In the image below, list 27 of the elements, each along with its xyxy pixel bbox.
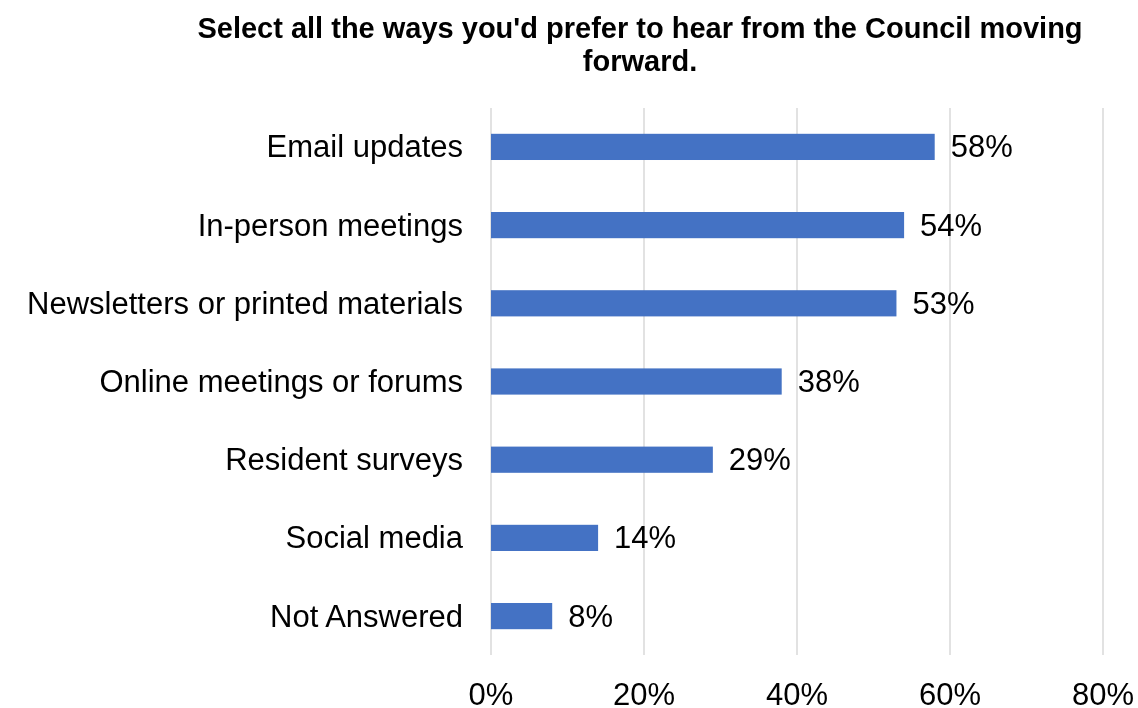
data-label: 54%: [920, 207, 983, 243]
bar: [491, 524, 599, 551]
bar: [491, 133, 935, 160]
data-label: 8%: [568, 598, 614, 634]
y-tick-label: Not Answered: [270, 598, 463, 634]
bar: [491, 603, 553, 630]
data-label: 29%: [728, 442, 791, 478]
x-tick-label: 80%: [1071, 676, 1135, 708]
y-tick-label: Social media: [285, 520, 464, 556]
y-tick-label: Email updates: [266, 129, 463, 165]
data-label: 58%: [950, 129, 1013, 165]
y-tick-label: In-person meetings: [197, 207, 463, 243]
y-tick-label: Online meetings or forums: [99, 364, 463, 399]
x-tick-label: 20%: [612, 676, 676, 708]
bar: [491, 368, 782, 395]
chart-title: Select all the ways you'd prefer to hear from the Council moving forward.: [197, 12, 1083, 77]
data-label: 14%: [614, 520, 677, 556]
bar: [491, 290, 897, 317]
x-tick-label: 0%: [468, 676, 514, 708]
data-label: 38%: [797, 364, 860, 399]
x-tick-label: 40%: [765, 676, 829, 708]
bar: [491, 212, 905, 239]
y-tick-label: Newsletters or printed materials: [27, 285, 463, 321]
y-tick-label: Resident surveys: [225, 442, 463, 478]
data-label: 53%: [912, 285, 975, 321]
x-tick-label: 60%: [918, 676, 982, 708]
bar: [491, 446, 713, 473]
